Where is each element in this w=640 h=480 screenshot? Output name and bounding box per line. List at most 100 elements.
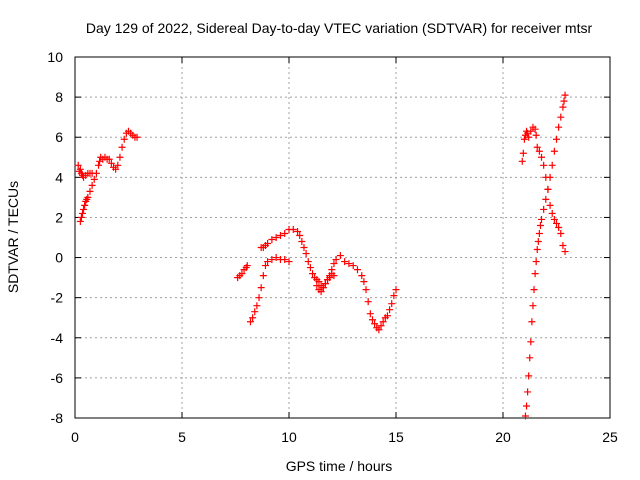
data-point xyxy=(81,201,89,209)
data-point xyxy=(261,262,269,270)
y-tick-label: 2 xyxy=(55,209,63,225)
data-point xyxy=(118,143,126,151)
data-point xyxy=(285,258,293,266)
data-point xyxy=(76,165,84,173)
y-tick-label: 10 xyxy=(47,49,63,65)
data-point xyxy=(542,195,550,203)
data-point xyxy=(546,201,554,209)
data-point xyxy=(360,278,368,286)
data-point xyxy=(366,310,374,318)
data-point xyxy=(532,131,540,139)
data-point xyxy=(535,147,543,155)
data-point xyxy=(550,147,558,155)
series-arc-2d xyxy=(313,252,400,334)
data-point xyxy=(268,236,276,244)
x-tick-label: 15 xyxy=(388,429,404,445)
data-points xyxy=(74,91,569,420)
data-point xyxy=(120,135,128,143)
data-point xyxy=(518,157,526,165)
data-point xyxy=(88,181,96,189)
data-point xyxy=(321,280,329,288)
data-point xyxy=(294,227,302,235)
data-point xyxy=(76,217,84,225)
data-point xyxy=(296,231,304,239)
data-point xyxy=(553,135,560,143)
data-point xyxy=(531,270,539,278)
data-point xyxy=(319,284,327,292)
x-tick-label: 25 xyxy=(602,429,618,445)
x-tick-label: 0 xyxy=(71,429,79,445)
data-point xyxy=(289,225,297,233)
data-point xyxy=(281,256,289,264)
data-point xyxy=(538,215,546,223)
data-point xyxy=(555,123,563,131)
data-point xyxy=(559,103,567,111)
data-point xyxy=(95,161,103,169)
data-point xyxy=(557,229,565,237)
data-point xyxy=(524,388,532,396)
data-point xyxy=(535,229,543,237)
data-point xyxy=(281,229,289,237)
data-point xyxy=(544,185,552,193)
data-point xyxy=(536,221,544,229)
data-point xyxy=(336,252,344,260)
y-tick-label: -8 xyxy=(51,410,64,426)
data-point xyxy=(251,308,259,316)
data-point xyxy=(264,240,272,248)
data-point xyxy=(546,173,554,181)
data-point xyxy=(317,288,325,296)
data-point xyxy=(550,215,558,223)
data-point xyxy=(353,266,361,274)
data-point xyxy=(84,193,92,201)
data-point xyxy=(527,338,535,346)
data-point xyxy=(77,213,85,221)
data-point xyxy=(309,270,317,278)
data-point xyxy=(249,314,257,322)
data-point xyxy=(528,318,536,326)
data-point xyxy=(243,262,251,270)
data-point xyxy=(560,97,568,105)
data-point xyxy=(523,402,531,410)
data-point xyxy=(276,231,284,239)
data-point xyxy=(375,326,383,334)
data-point xyxy=(341,258,349,266)
data-point xyxy=(548,209,556,217)
series-arc-2b xyxy=(246,254,293,326)
data-point xyxy=(253,302,261,310)
data-point xyxy=(386,306,394,314)
data-point xyxy=(538,153,546,161)
y-tick-label: -4 xyxy=(51,330,64,346)
data-point xyxy=(525,133,533,141)
data-point xyxy=(561,248,569,256)
data-point xyxy=(116,153,124,161)
y-tick-label: -2 xyxy=(51,290,64,306)
x-tick-label: 5 xyxy=(178,429,186,445)
data-point xyxy=(530,286,538,294)
series-arc-3b xyxy=(521,91,569,420)
data-point xyxy=(326,272,334,280)
data-point xyxy=(272,254,280,262)
data-point xyxy=(526,354,534,362)
y-tick-label: 6 xyxy=(55,129,63,145)
axis-ticks: 0 5 10 15 20 25 -8 -6 -4 -2 0 2 4 6 8 10 xyxy=(47,49,618,445)
data-point xyxy=(520,135,528,143)
data-point xyxy=(257,284,265,292)
data-point xyxy=(534,238,542,246)
data-point xyxy=(362,286,370,294)
data-point xyxy=(330,260,338,268)
x-tick-label: 10 xyxy=(281,429,297,445)
data-point xyxy=(553,219,560,227)
data-point xyxy=(112,165,120,173)
data-point xyxy=(268,256,276,264)
data-point xyxy=(358,272,366,280)
data-point xyxy=(306,264,314,272)
data-point xyxy=(80,205,88,213)
data-point xyxy=(114,161,122,169)
data-point xyxy=(557,113,565,121)
data-point xyxy=(86,187,94,195)
data-point xyxy=(74,161,82,169)
chart-title: Day 129 of 2022, Sidereal Day-to-day VTE… xyxy=(86,20,593,36)
data-point xyxy=(264,258,272,266)
data-point xyxy=(324,276,332,284)
